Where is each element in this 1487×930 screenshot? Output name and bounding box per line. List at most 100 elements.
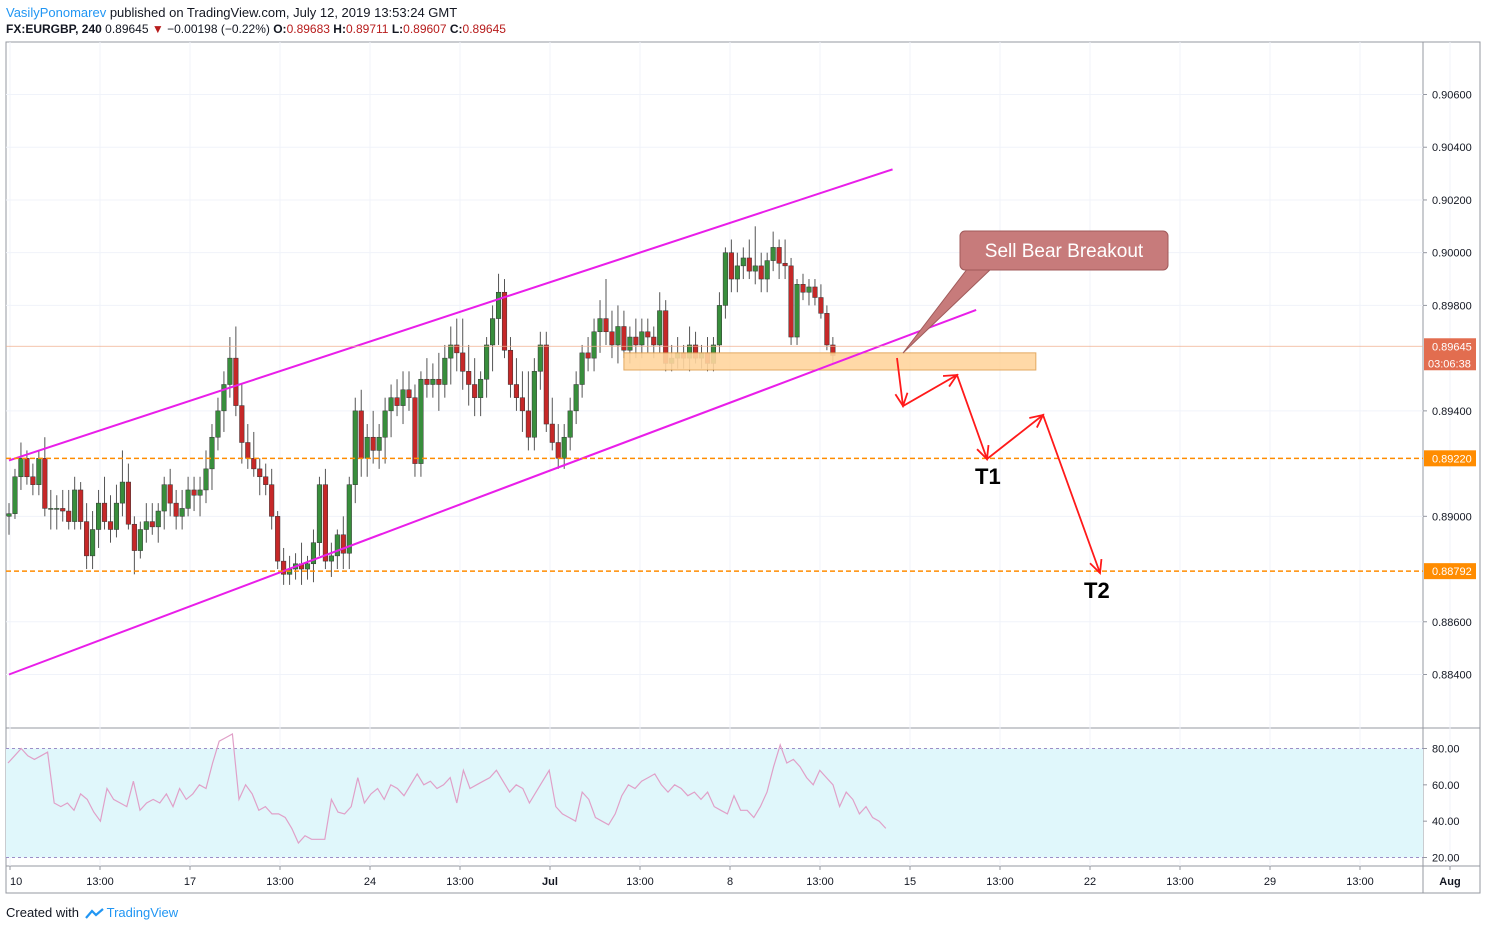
- candle-body: [818, 297, 824, 314]
- candle-body: [758, 265, 764, 280]
- candle-body: [107, 521, 114, 530]
- time-tick-label: 13:00: [1166, 876, 1194, 888]
- target-price-badge: [1424, 450, 1476, 467]
- candle-body: [824, 313, 830, 346]
- target-price-label: 0.89220: [1432, 453, 1472, 465]
- candle-body: [579, 352, 585, 385]
- candle-body: [269, 484, 275, 517]
- candle-body: [364, 436, 370, 459]
- candle-body: [42, 458, 48, 509]
- down-triangle-icon: ▼: [151, 22, 164, 36]
- candle-body: [137, 529, 143, 551]
- countdown-label: 03:06:38: [1428, 358, 1471, 370]
- candle-body: [770, 247, 776, 261]
- candle-body: [155, 510, 161, 528]
- candle-body: [788, 265, 794, 338]
- price-axis[interactable]: 0.90600 0.90400 0.90200 0.90000 0.89800 0.894…: [1423, 90, 1476, 865]
- time-tick-label: Aug: [1439, 876, 1460, 888]
- target-price-label: 0.88792: [1432, 566, 1472, 578]
- candle-body: [478, 378, 484, 398]
- candle-body: [6, 513, 12, 517]
- candle-body: [310, 542, 317, 565]
- time-axis[interactable]: 10 13:00 17 13:00 24 13:00 Jul 13:00 8 13:00 15 13:…: [9, 866, 1461, 888]
- channel-upper-line: [8, 168, 893, 462]
- candle-body: [281, 560, 287, 575]
- candle-body: [764, 260, 770, 280]
- candle-body: [639, 331, 645, 346]
- candle-body: [191, 489, 197, 496]
- candle-body: [18, 458, 24, 478]
- support-zone: [623, 352, 1037, 371]
- open-value: 0.89683: [286, 22, 330, 36]
- candle-body: [167, 484, 173, 504]
- candle-body: [806, 286, 812, 293]
- candle-body: [161, 484, 167, 512]
- price-tick-label: 0.88600: [1432, 617, 1472, 629]
- candle-body: [418, 378, 424, 464]
- close-value: 0.89645: [462, 22, 506, 36]
- candle-body: [239, 405, 245, 443]
- candle-body: [531, 371, 537, 438]
- candle-body: [78, 489, 84, 522]
- time-tick-label: 22: [1084, 876, 1096, 888]
- price-tick-label: 0.90600: [1432, 90, 1472, 102]
- rsi-band: [6, 748, 1423, 858]
- candle-body: [197, 489, 203, 496]
- candle-body: [812, 286, 818, 298]
- candle-body: [36, 458, 42, 485]
- projection-arrowhead: [942, 373, 959, 388]
- candle-body: [621, 326, 627, 351]
- candle-body: [12, 476, 18, 514]
- candle-body: [752, 265, 758, 272]
- candle-body: [275, 516, 281, 562]
- candle-body: [716, 305, 722, 346]
- time-tick-label: 13:00: [626, 876, 654, 888]
- time-tick-label: 17: [184, 876, 196, 888]
- candle-body: [454, 344, 460, 354]
- candle-body: [245, 442, 251, 459]
- candle-body: [96, 502, 102, 530]
- price-tick-label: 0.90400: [1432, 142, 1472, 154]
- candle-body: [507, 349, 514, 385]
- candle-body: [316, 484, 322, 543]
- candle-body: [340, 534, 346, 554]
- projection-arrowhead: [1029, 413, 1045, 428]
- candle-body: [609, 331, 615, 346]
- tradingview-link[interactable]: TradingView: [106, 905, 179, 920]
- candle-body: [215, 410, 221, 438]
- candle-body: [543, 344, 549, 425]
- callout-text: Sell Bear Breakout: [985, 241, 1144, 262]
- candle-body: [30, 476, 36, 485]
- time-tick-label: 13:00: [446, 876, 474, 888]
- ohlc-legend: FX:EURGBP, 240 0.89645 ▼ −0.00198 (−0.22…: [6, 22, 506, 36]
- candle-body: [424, 378, 430, 385]
- low-value: 0.89607: [403, 22, 447, 36]
- candle-body: [573, 384, 579, 412]
- time-tick-label: 8: [727, 876, 733, 888]
- candle-body: [394, 397, 400, 406]
- created-with-text: Created with: [6, 905, 79, 920]
- time-tick-label: 15: [904, 876, 916, 888]
- candle-body: [125, 481, 131, 525]
- candle-body: [376, 436, 382, 451]
- candle-body: [728, 252, 734, 280]
- candle-body: [633, 336, 639, 346]
- candle-body: [501, 291, 508, 351]
- candle-body: [645, 331, 651, 338]
- time-tick-label: 13:00: [86, 876, 114, 888]
- time-tick-label: 13:00: [986, 876, 1014, 888]
- candle-body: [263, 476, 269, 485]
- price-tick-label: 0.89400: [1432, 406, 1472, 418]
- candle-body: [352, 410, 358, 485]
- author-link[interactable]: VasilyPonomarev: [6, 5, 107, 20]
- candle-body: [400, 389, 406, 406]
- candle-body: [495, 291, 502, 319]
- close-label: C:: [449, 22, 463, 36]
- candle-body: [448, 344, 454, 359]
- candle-body: [513, 384, 520, 398]
- candlestick-series: [6, 226, 836, 585]
- price-tick-label: 0.90200: [1432, 195, 1472, 207]
- candle-body: [90, 529, 96, 557]
- drawings-layer[interactable]: T1 T2 Sell Bear Breakout: [6, 168, 1423, 676]
